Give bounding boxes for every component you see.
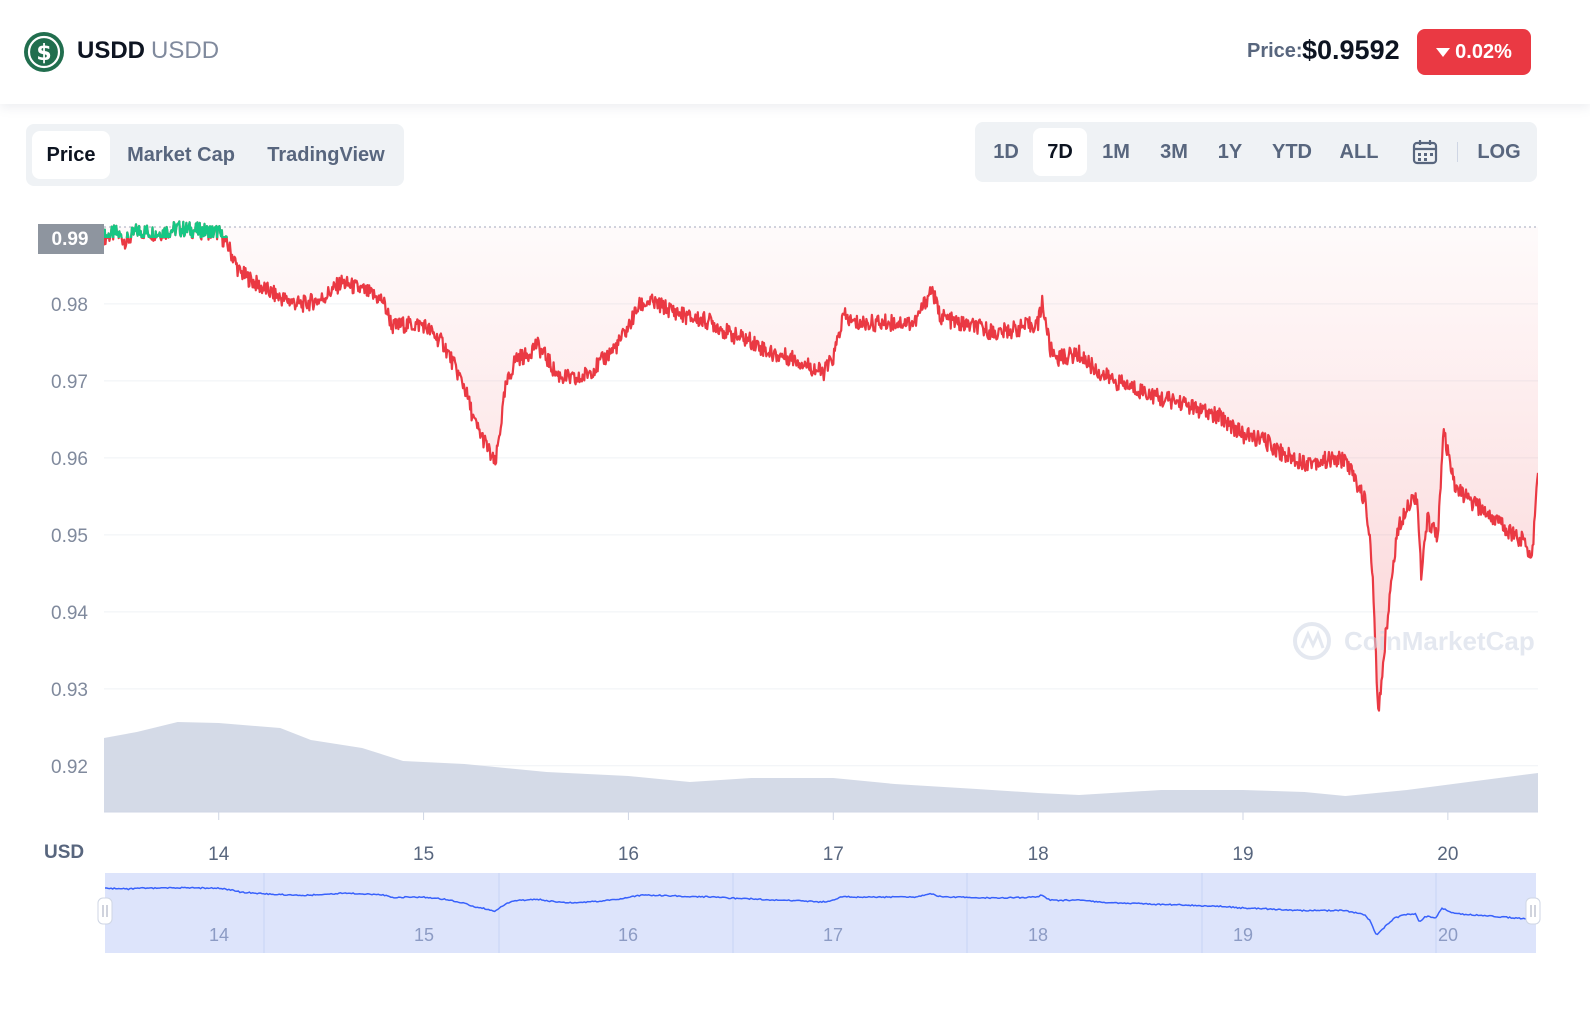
reference-value-badge <box>38 224 104 254</box>
y-tick-label: 0.92 <box>51 757 88 778</box>
tab-price[interactable]: Price <box>32 131 110 179</box>
price-label: Price: <box>1247 40 1303 62</box>
navigator-x-label: 20 <box>1438 925 1458 945</box>
coin-symbol: USDD <box>151 37 220 64</box>
usdd-logo-icon: $ <box>24 32 64 72</box>
price-area-fill <box>104 221 1538 711</box>
range-all[interactable]: ALL <box>1339 141 1379 163</box>
x-tick-label: 18 <box>1028 844 1049 865</box>
navigator-x-label: 19 <box>1233 925 1253 945</box>
svg-text:$: $ <box>36 41 51 66</box>
currency-label: USD <box>44 842 84 863</box>
y-tick-label: 0.97 <box>51 372 88 393</box>
price-value: $0.9592 <box>1302 35 1400 65</box>
y-tick-label: 0.98 <box>51 295 88 316</box>
navigator-grid <box>263 873 1437 953</box>
price-change-badge: 0.02% <box>1417 29 1531 75</box>
range-3m[interactable]: 3M <box>1160 141 1188 163</box>
navigator-x-label: 16 <box>618 925 638 945</box>
x-tick-label: 17 <box>823 844 844 865</box>
y-tick-label: 0.95 <box>51 526 88 547</box>
navigator-background <box>105 873 1536 953</box>
x-tick-label: 16 <box>618 844 639 865</box>
caret-down-icon <box>1436 47 1451 57</box>
range-1y[interactable]: 1Y <box>1217 141 1243 163</box>
range-1m[interactable]: 1M <box>1102 141 1130 163</box>
volume-area <box>104 722 1538 812</box>
x-axis-labels: 14 15 16 17 18 19 20 <box>208 812 1458 865</box>
calendar-icon[interactable] <box>1412 139 1438 165</box>
watermark: CoinMarketCap <box>1293 622 1535 660</box>
price-change-value: 0.02% <box>1455 40 1512 63</box>
range-ytd[interactable]: YTD <box>1272 141 1312 163</box>
watermark-text: CoinMarketCap <box>1344 626 1535 656</box>
navigator-x-labels: 14 15 16 17 18 19 20 <box>209 925 1458 945</box>
x-tick-label: 14 <box>208 844 230 865</box>
price-line <box>104 220 1538 712</box>
tab-market-cap[interactable]: Market Cap <box>127 144 235 166</box>
navigator-line <box>105 886 1537 936</box>
y-axis-labels: 0.92 0.93 0.94 0.95 0.96 0.97 0.98 <box>51 295 88 778</box>
coin-header: $ USDD USDD Price: $0.9592 0.02% <box>0 0 1590 104</box>
reference-value-label: 0.99 <box>52 229 89 250</box>
range-divider <box>1457 142 1458 162</box>
coin-name: USDD USDD <box>77 37 219 65</box>
range-navigator[interactable]: 14 15 16 17 18 19 20 <box>97 873 1541 953</box>
navigator-x-label: 17 <box>823 925 843 945</box>
y-tick-label: 0.94 <box>51 603 88 624</box>
tab-tradingview[interactable]: TradingView <box>267 144 385 166</box>
time-range-selector: 1D 7D 1M 3M 1Y YTD ALL LOG <box>975 122 1537 182</box>
navigator-x-label: 15 <box>414 925 434 945</box>
y-tick-label: 0.93 <box>51 680 88 701</box>
coin-name-text: USDD <box>77 37 146 64</box>
navigator-x-label: 14 <box>209 925 229 945</box>
x-tick-label: 15 <box>413 844 434 865</box>
chart-type-tabs: Price Market Cap TradingView <box>26 124 404 186</box>
x-tick-label: 19 <box>1232 844 1253 865</box>
range-7d[interactable]: 7D <box>1033 128 1087 176</box>
y-tick-label: 0.96 <box>51 449 88 470</box>
navigator-right-handle[interactable] <box>1525 897 1541 925</box>
range-1d[interactable]: 1D <box>993 141 1019 163</box>
volume-shape <box>104 722 1538 812</box>
x-tick-label: 20 <box>1437 844 1458 865</box>
navigator-left-handle[interactable] <box>97 897 113 925</box>
log-scale-toggle[interactable]: LOG <box>1477 141 1521 163</box>
navigator-x-label: 18 <box>1028 925 1048 945</box>
